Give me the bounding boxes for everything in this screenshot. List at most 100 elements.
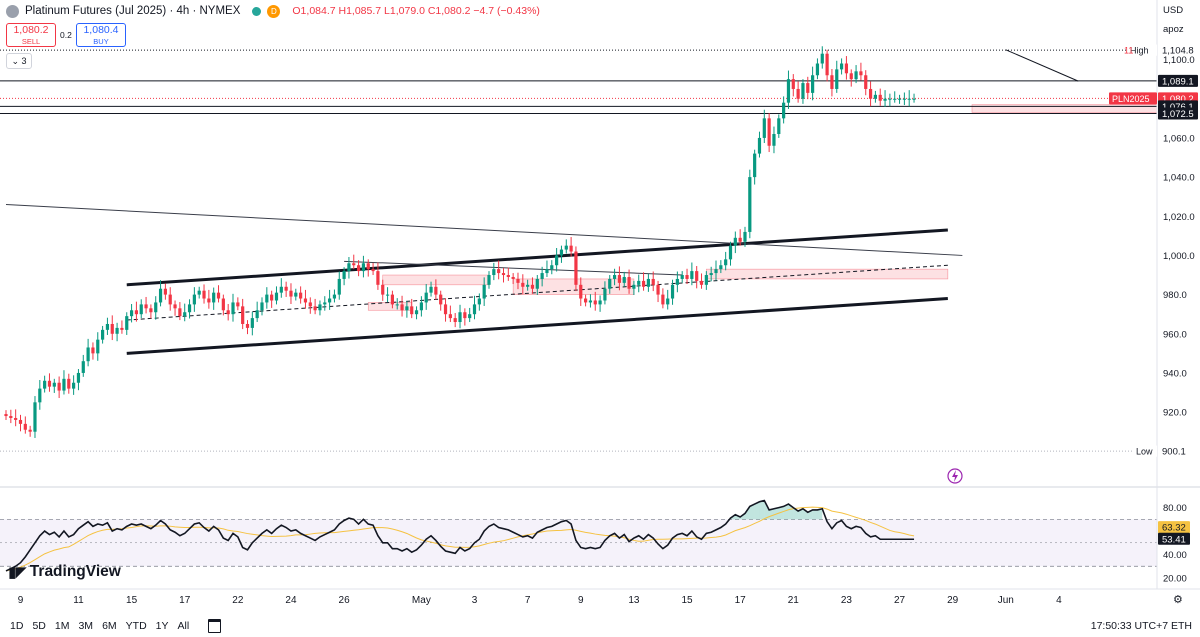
- timeframe-3m[interactable]: 3M: [78, 620, 94, 632]
- candle-body: [221, 298, 225, 311]
- candle-body: [14, 417, 18, 420]
- candle-body: [376, 271, 380, 285]
- time-tick-label: 23: [841, 595, 853, 606]
- candle-body: [637, 280, 641, 285]
- candle-body: [675, 278, 679, 285]
- candle-body: [815, 63, 820, 76]
- rsi-line: [5, 499, 915, 572]
- candle-body: [270, 294, 274, 301]
- candle-body: [762, 118, 766, 138]
- alert-lightning-glyph: [952, 470, 958, 482]
- candle-body: [699, 280, 704, 285]
- candle-body: [535, 278, 539, 289]
- buy-price: 1,080.4: [83, 24, 119, 36]
- tradingview-mark-icon: ▮◤: [8, 564, 27, 581]
- candle-body: [516, 278, 520, 283]
- sell-button[interactable]: 1,080.2 SELL: [6, 23, 56, 47]
- buy-button[interactable]: 1,080.4 BUY: [76, 23, 126, 47]
- ohlc-readout: O1,084.7 H1,085.7 L1,079.0 C1,080.2 −4.7…: [292, 5, 540, 17]
- high-count-marker: 11: [1124, 46, 1133, 56]
- candle-body: [294, 292, 298, 297]
- candle-body: [666, 298, 670, 305]
- rsi-overbought-fill: [754, 501, 760, 520]
- time-tick-label: 9: [18, 595, 24, 606]
- currency-selector[interactable]: USD: [1163, 5, 1184, 16]
- clock-readout: 17:50:33 UTC+7 ETH: [1090, 620, 1192, 632]
- candle-body: [23, 423, 27, 430]
- candle-body: [555, 255, 559, 266]
- rsi-overbought-fill: [783, 504, 789, 520]
- tradingview-wordmark: TradingView: [29, 563, 121, 580]
- timeframe-all[interactable]: All: [177, 620, 190, 632]
- candle-body: [743, 231, 747, 242]
- candle-body: [255, 310, 259, 319]
- candle-body: [328, 298, 332, 303]
- indicators-toggle-button[interactable]: ⌄ 3: [6, 53, 32, 69]
- candle-body: [690, 271, 694, 279]
- time-tick-label: 29: [947, 595, 959, 606]
- timeframe-1d[interactable]: 1D: [10, 620, 24, 632]
- candle-body: [545, 269, 549, 274]
- candle-body: [487, 275, 491, 285]
- candle-body: [400, 304, 404, 311]
- candle-body: [738, 237, 742, 242]
- price-tick-label: 1,020.0: [1163, 212, 1195, 223]
- candle-body: [18, 419, 23, 424]
- candle-body: [274, 292, 279, 301]
- candle-body: [318, 304, 322, 311]
- candle-body: [888, 98, 892, 100]
- price-tag-value: 1,072.5: [1162, 109, 1194, 120]
- candle-body: [342, 271, 346, 279]
- timeframe-1m[interactable]: 1M: [54, 620, 70, 632]
- candle-body: [748, 177, 752, 232]
- settings-gear-icon[interactable]: ⚙: [1173, 594, 1183, 606]
- candle-body: [796, 88, 800, 99]
- candle-body: [448, 314, 452, 319]
- timeframe-buttons: 1D 5D 1M 3M 6M YTD 1Y All: [10, 620, 198, 632]
- candle-body: [96, 339, 100, 354]
- candle-body: [835, 69, 839, 89]
- timeframe-6m[interactable]: 6M: [102, 620, 117, 632]
- candle-body: [197, 290, 201, 295]
- candle-body: [844, 63, 849, 74]
- timeframe-5d[interactable]: 5D: [32, 620, 46, 632]
- candle-body: [366, 263, 370, 270]
- rsi-overbought-fill: [817, 508, 823, 520]
- candle-body: [115, 327, 119, 334]
- candle-body: [245, 323, 250, 328]
- candle-body: [704, 275, 708, 285]
- price-tag-value: 1,080.2: [1162, 94, 1194, 105]
- timeframe-1y[interactable]: 1Y: [155, 620, 169, 632]
- candle-body: [356, 265, 361, 272]
- candle-body: [178, 308, 182, 317]
- price-tick-label: 980.0: [1163, 290, 1187, 301]
- candle-body: [414, 310, 419, 315]
- candle-body: [187, 304, 192, 313]
- candle-body: [105, 323, 110, 330]
- candle-body: [154, 302, 158, 313]
- chart-canvas[interactable]: 920.0 940.0 960.0 980.0 1,000.0 1,020.0 1,040.…: [0, 0, 1200, 615]
- candle-body: [361, 263, 366, 272]
- tradingview-logo: ▮◤ TradingView: [8, 563, 121, 581]
- candle-body: [791, 79, 795, 89]
- candle-body: [757, 137, 762, 154]
- price-tick-label: 940.0: [1163, 368, 1187, 379]
- price-tick-label: 1,040.0: [1163, 173, 1195, 184]
- candle-body: [91, 347, 95, 354]
- time-tick-label: 17: [179, 595, 191, 606]
- candle-body: [569, 245, 573, 252]
- timeframe-ytd[interactable]: YTD: [125, 620, 147, 632]
- candle-body: [579, 284, 583, 299]
- candle-body: [506, 275, 510, 277]
- price-tick-label: 1,060.0: [1163, 133, 1195, 144]
- rsi-ma-tag: 63.32: [1162, 523, 1186, 534]
- candle-body: [492, 269, 496, 276]
- calendar-icon[interactable]: [208, 619, 222, 633]
- candle-body: [424, 292, 428, 303]
- delayed-badge[interactable]: D: [267, 4, 281, 18]
- symbol-title[interactable]: Platinum Futures (Jul 2025) · 4h · NYMEX: [25, 5, 241, 17]
- candle-body: [472, 304, 477, 315]
- buy-label: BUY: [93, 37, 109, 46]
- candle-body: [443, 304, 448, 315]
- candle-body: [632, 284, 636, 289]
